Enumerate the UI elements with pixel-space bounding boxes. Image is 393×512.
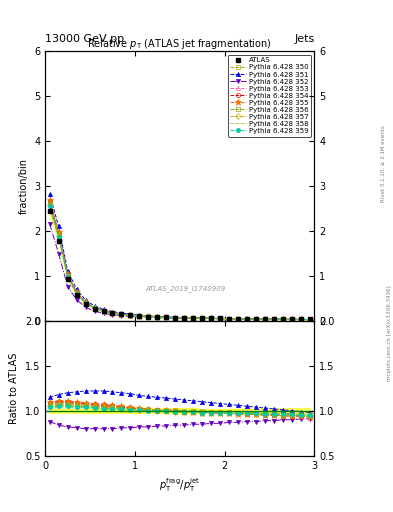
Title: Relative $p_{\rm T}$ (ATLAS jet fragmentation): Relative $p_{\rm T}$ (ATLAS jet fragment…	[87, 37, 272, 51]
Text: ATLAS_2019_I1740909: ATLAS_2019_I1740909	[145, 285, 225, 292]
Text: mcplots.cern.ch [arXiv:1306.3436]: mcplots.cern.ch [arXiv:1306.3436]	[387, 285, 391, 380]
Legend: ATLAS, Pythia 6.428 350, Pythia 6.428 351, Pythia 6.428 352, Pythia 6.428 353, P: ATLAS, Pythia 6.428 350, Pythia 6.428 35…	[228, 55, 311, 137]
Text: 13000 GeV pp: 13000 GeV pp	[45, 33, 124, 44]
Text: Jets: Jets	[294, 33, 314, 44]
Y-axis label: fraction/bin: fraction/bin	[18, 158, 29, 214]
X-axis label: $p_{\rm T}^{\rm frag}/p_{\rm T}^{\rm jet}$: $p_{\rm T}^{\rm frag}/p_{\rm T}^{\rm jet…	[159, 476, 200, 494]
Text: Rivet 3.1.10, ≥ 3.1M events: Rivet 3.1.10, ≥ 3.1M events	[381, 125, 386, 202]
Y-axis label: Ratio to ATLAS: Ratio to ATLAS	[9, 353, 19, 424]
